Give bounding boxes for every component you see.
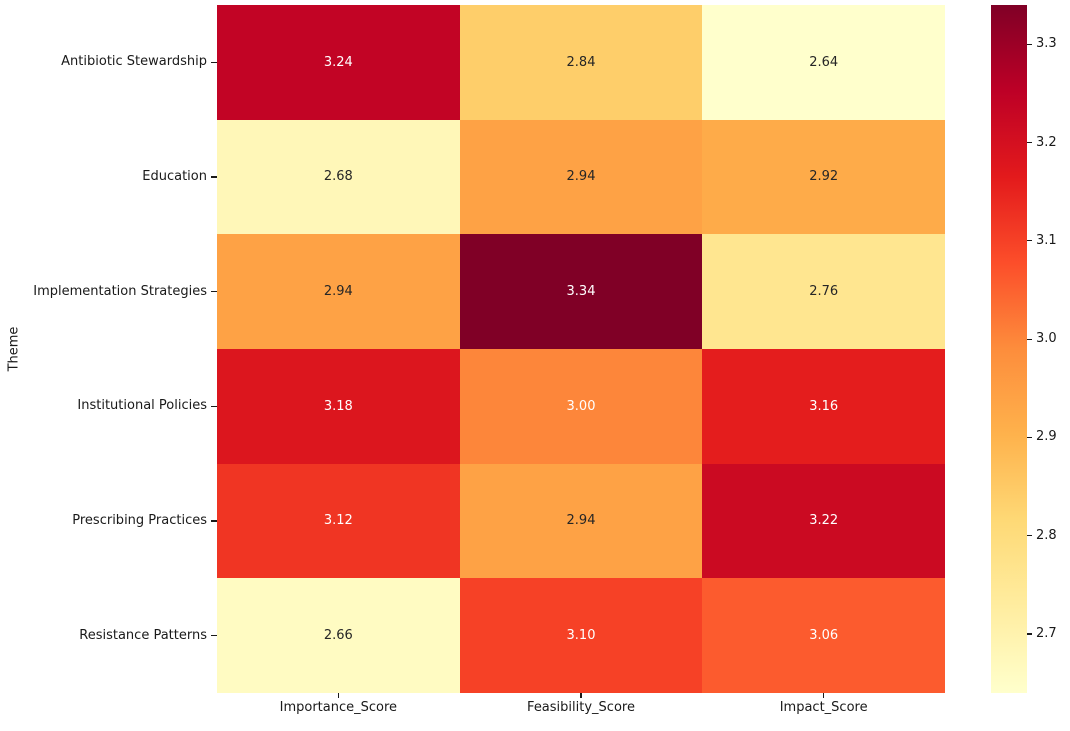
x-axis-tick-label: Feasibility_Score [527,700,635,715]
heatmap-cell: 2.94 [217,234,460,349]
heatmap-cell: 3.34 [459,234,703,349]
y-axis-tick-mark [210,520,217,522]
y-axis-title: Theme [6,326,22,372]
colorbar-tick-mark [1027,338,1032,340]
colorbar-tick-label: 3.3 [1036,36,1057,52]
heatmap-cell: 3.16 [702,348,945,464]
heatmap-cell: 2.94 [459,463,703,579]
x-axis-tick-mark [580,693,582,698]
heatmap-cell: 3.18 [217,348,460,464]
heatmap-cell: 2.94 [459,119,703,235]
colorbar-tick-mark [1027,436,1032,439]
heatmap-cell: 2.68 [217,119,460,235]
colorbar-tick-label: 3.2 [1036,134,1057,150]
y-axis-tick-label: Prescribing Practices [72,513,207,528]
y-axis-tick-mark [210,291,217,293]
y-axis-tick-mark [210,405,217,407]
colorbar-tick-label: 2.7 [1036,626,1057,642]
y-axis-tick-label: Institutional Policies [77,398,207,414]
y-axis-tick-label: Resistance Patterns [79,627,207,643]
heatmap-cell: 3.22 [702,463,945,579]
heatmap-cell: 3.06 [702,578,945,693]
heatmap-cell: 3.12 [217,463,460,579]
colorbar-tick-label: 3.0 [1036,331,1057,347]
heatmap-cell: 2.76 [702,234,945,349]
colorbar-tick-mark [1027,633,1032,635]
y-axis-tick-label: Implementation Strategies [33,283,207,299]
heatmap-grid: 3.24 2.84 2.64 2.68 2.94 2.92 2.94 3.34 2.76 3.18… [217,5,945,693]
y-axis-tick-label: Antibiotic Stewardship [61,54,207,70]
colorbar-tick-mark [1027,240,1032,242]
heatmap-cell: 3.24 [217,5,460,120]
heatmap-cell: 3.00 [459,348,703,464]
x-axis-tick-mark [823,693,825,698]
heatmap-cell: 3.10 [459,578,703,693]
colorbar-tick-mark [1027,535,1032,537]
heatmap-cell: 2.64 [702,5,945,120]
heatmap-cell: 2.92 [702,119,945,235]
colorbar-tick-label: 3.1 [1036,232,1057,248]
colorbar [991,5,1027,693]
colorbar-tick-mark [1027,43,1032,45]
x-axis-tick-label: Importance_Score [279,700,398,715]
x-axis-tick-mark [337,693,339,698]
colorbar-tick-label: 2.9 [1036,429,1057,445]
y-axis-tick-mark [210,61,217,63]
colorbar-tick-mark [1027,142,1032,144]
heatmap-cell: 2.66 [217,578,460,693]
colorbar-tick-label: 2.8 [1036,527,1057,543]
y-axis-tick-mark [210,635,217,637]
x-axis-tick-label: Impact_Score [779,700,868,715]
heatmap-cell: 2.84 [459,5,703,120]
y-axis-tick-mark [210,176,217,178]
y-axis-tick-label: Education [142,169,207,184]
